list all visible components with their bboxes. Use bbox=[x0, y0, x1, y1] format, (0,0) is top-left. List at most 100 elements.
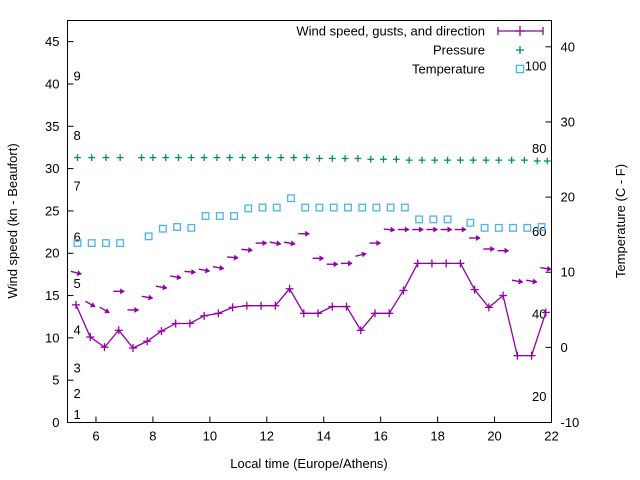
wind-speed-point bbox=[413, 259, 422, 268]
gust-direction-arrow bbox=[412, 226, 424, 233]
gust-direction-arrow bbox=[511, 278, 524, 285]
temperature-point bbox=[158, 224, 167, 233]
wind-speed-point bbox=[456, 259, 465, 268]
beaufort-scale-labels: 1 2 3 4 5 6 7 8 9 bbox=[74, 69, 81, 423]
pressure-point bbox=[533, 157, 541, 165]
wind-speed-point bbox=[242, 301, 251, 310]
pressure-point bbox=[88, 154, 96, 162]
y-tick-label: 10 bbox=[45, 330, 59, 345]
y-tick-label: 45 bbox=[45, 34, 59, 49]
beaufort-label: 4 bbox=[74, 322, 81, 337]
temperature-point bbox=[480, 223, 489, 232]
gust-direction-arrow bbox=[326, 261, 339, 268]
wind-speed-point bbox=[228, 303, 237, 312]
pressure-point bbox=[354, 155, 362, 162]
y2-tick-label: 10 bbox=[561, 265, 575, 280]
y-axis-title: Wind speed (kn - Beaufort) bbox=[5, 143, 20, 298]
temperature-point bbox=[258, 203, 267, 212]
temperature-point bbox=[287, 194, 295, 203]
wind-speed-point bbox=[200, 311, 209, 320]
wind-speed-point bbox=[527, 351, 536, 360]
gust-direction-arrow bbox=[241, 247, 253, 253]
wind-speed-point bbox=[470, 285, 479, 294]
pressure-point bbox=[102, 154, 110, 162]
wind-speed-point bbox=[513, 351, 522, 360]
y2-axis-tick-labels: -10 0 10 20 30 40 bbox=[561, 39, 580, 430]
x-tick-label: 20 bbox=[487, 429, 501, 444]
temperature-point bbox=[509, 223, 518, 232]
wind-speed-point bbox=[128, 344, 137, 353]
wind-speed-point bbox=[328, 302, 337, 311]
pressure-point bbox=[290, 154, 298, 162]
y-tick-label: 35 bbox=[45, 119, 59, 134]
pressure-point bbox=[303, 154, 311, 162]
temperature-point bbox=[494, 223, 503, 232]
x-axis-tick-labels: 6 8 10 12 14 16 18 20 22 bbox=[92, 429, 558, 444]
gust-direction-arrow bbox=[99, 306, 110, 314]
pressure-point bbox=[543, 157, 551, 165]
pressure-point bbox=[392, 155, 400, 163]
pressure-point bbox=[264, 154, 272, 162]
gust-direction-arrow bbox=[212, 264, 225, 271]
pressure-point bbox=[521, 156, 528, 164]
temperature-point bbox=[329, 203, 338, 212]
y-axis-tickmarks bbox=[67, 41, 74, 423]
temperature-point bbox=[429, 215, 438, 224]
temperature-point bbox=[400, 203, 409, 212]
legend-label[interactable]: Wind speed, gusts, and direction bbox=[296, 24, 485, 39]
legend-label[interactable]: Temperature bbox=[412, 62, 485, 77]
beaufort-label: 3 bbox=[74, 360, 81, 375]
beaufort-label: 8 bbox=[74, 128, 81, 143]
wind-speed-point bbox=[86, 333, 95, 342]
y-tick-label: 20 bbox=[45, 246, 59, 261]
gust-direction-arrow bbox=[369, 240, 382, 247]
wind-speed-point bbox=[342, 302, 351, 311]
wind-speed-point bbox=[257, 301, 266, 310]
gust-direction-arrow bbox=[355, 251, 367, 258]
gust-direction-arrow bbox=[70, 270, 82, 276]
temperature-point bbox=[523, 223, 532, 232]
gust-direction-arrow bbox=[170, 274, 182, 281]
legend-swatch-plus bbox=[516, 46, 524, 54]
fahrenheit-label: 80 bbox=[532, 141, 546, 156]
legend-label[interactable]: Pressure bbox=[433, 43, 485, 58]
temperature-point bbox=[372, 203, 381, 212]
wind-speed-point bbox=[114, 326, 123, 335]
temperature-point bbox=[101, 239, 110, 248]
y-axis-tick-labels: 0 5 10 15 20 25 30 35 40 45 bbox=[45, 34, 59, 430]
gust-direction-arrow bbox=[526, 278, 538, 285]
x-tick-label: 12 bbox=[260, 429, 274, 444]
y-tick-label: 0 bbox=[52, 415, 59, 430]
x-tick-label: 14 bbox=[317, 429, 331, 444]
pressure-point bbox=[367, 155, 375, 163]
series-wind-speed bbox=[72, 259, 550, 360]
gust-direction-arrow bbox=[184, 269, 196, 275]
gust-direction-arrow bbox=[269, 240, 282, 247]
wind-speed-point bbox=[427, 259, 436, 268]
pressure-point bbox=[226, 154, 234, 162]
gust-direction-arrow bbox=[284, 240, 296, 247]
wind-speed-line bbox=[75, 262, 547, 357]
wind-speed-point bbox=[72, 300, 81, 309]
pressure-point bbox=[175, 154, 182, 162]
legend-swatch-plus bbox=[515, 26, 525, 36]
pressure-point bbox=[116, 154, 124, 162]
gust-direction-arrow bbox=[341, 260, 353, 267]
beaufort-label: 6 bbox=[74, 229, 81, 244]
gust-direction-arrow bbox=[155, 284, 168, 291]
gust-direction-arrow bbox=[497, 247, 510, 254]
y-tick-label: 40 bbox=[45, 76, 59, 91]
gust-direction-arrow bbox=[85, 300, 96, 308]
temperature-point bbox=[537, 223, 546, 231]
series-temperature bbox=[73, 194, 546, 248]
x-tick-label: 16 bbox=[373, 429, 387, 444]
temperature-point bbox=[315, 203, 324, 212]
series-gusts-direction bbox=[70, 226, 552, 314]
temperature-point bbox=[443, 215, 452, 224]
wind-speed-point bbox=[541, 308, 550, 317]
gust-direction-arrow bbox=[127, 306, 140, 313]
wind-speed-point bbox=[299, 309, 308, 318]
pressure-point bbox=[456, 156, 464, 164]
